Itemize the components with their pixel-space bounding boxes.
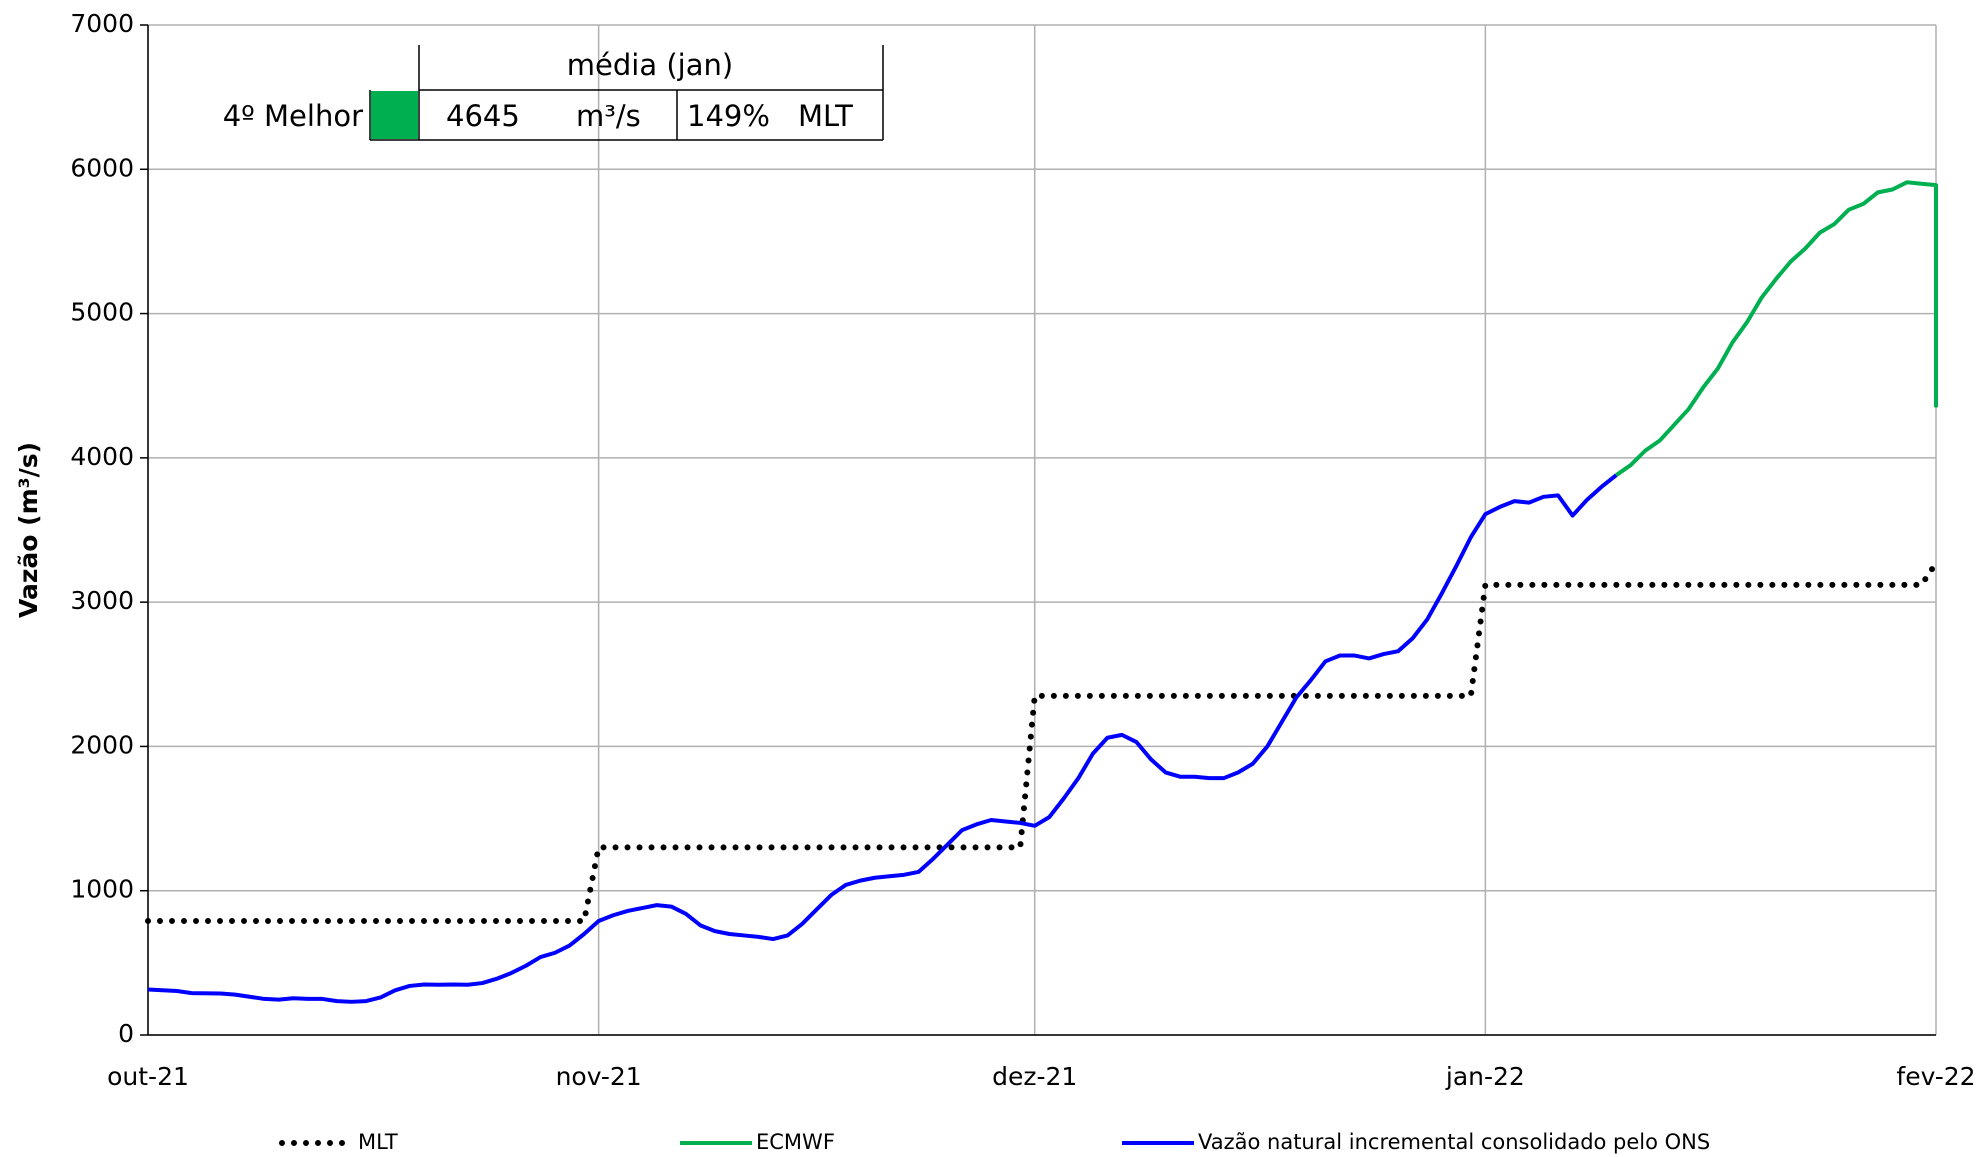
data-line bbox=[147, 473, 1618, 1004]
y-axis-label: Vazão (m³/s) bbox=[14, 442, 43, 618]
legend-label: MLT bbox=[358, 1130, 398, 1154]
x-tick-label: dez-21 bbox=[992, 1062, 1077, 1091]
y-tick-label: 6000 bbox=[70, 153, 134, 182]
y-tick-label: 1000 bbox=[70, 875, 134, 904]
data-line bbox=[1615, 180, 1938, 477]
info-table bbox=[369, 45, 884, 141]
table-rank: 4º Melhor bbox=[223, 99, 363, 133]
x-tick-label: nov-21 bbox=[556, 1062, 642, 1091]
table-value: 4645 bbox=[446, 99, 520, 133]
x-tick-label: out-21 bbox=[107, 1062, 189, 1091]
y-tick-label: 7000 bbox=[70, 9, 134, 38]
table-unit: m³/s bbox=[576, 99, 641, 133]
table-percent: 149% bbox=[687, 99, 770, 133]
legend-label: Vazão natural incremental consolidado pe… bbox=[1198, 1130, 1710, 1154]
data-line bbox=[145, 560, 1939, 925]
rank-swatch bbox=[371, 91, 418, 139]
y-tick-label: 0 bbox=[118, 1019, 134, 1048]
x-tick-label: fev-22 bbox=[1896, 1062, 1975, 1091]
legend-label: ECMWF bbox=[756, 1130, 835, 1154]
y-tick-label: 5000 bbox=[70, 298, 134, 327]
table-header: média (jan) bbox=[567, 48, 733, 82]
y-tick-label: 4000 bbox=[70, 442, 134, 471]
y-tick-label: 3000 bbox=[70, 586, 134, 615]
table-reference: MLT bbox=[798, 99, 853, 133]
y-tick-label: 2000 bbox=[70, 730, 134, 759]
x-tick-label: jan-22 bbox=[1445, 1062, 1525, 1091]
